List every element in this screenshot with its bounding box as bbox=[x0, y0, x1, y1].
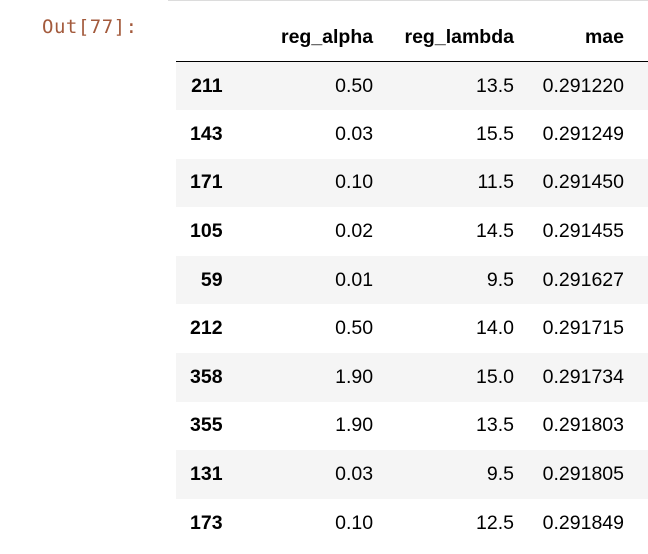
cell-mae: 0.291450 bbox=[542, 171, 624, 194]
table-row: 105 0.02 14.5 0.291455 bbox=[176, 207, 648, 256]
cell-mae: 0.291803 bbox=[542, 414, 624, 437]
cell-mae: 0.291220 bbox=[542, 74, 624, 97]
table-body: 211 0.50 13.5 0.291220 143 0.03 15.5 0.291249 17… bbox=[176, 61, 648, 548]
table-row: 59 0.01 9.5 0.291627 bbox=[176, 255, 648, 305]
row-index: 173 bbox=[190, 511, 223, 534]
header-row: reg_alpha reg_lambda mae bbox=[176, 14, 648, 62]
table-row: 211 0.50 13.5 0.291220 bbox=[176, 61, 648, 111]
cell-mae: 0.291734 bbox=[542, 365, 624, 388]
cell-reg-alpha: 0.10 bbox=[335, 511, 374, 534]
column-header-reg-alpha: reg_alpha bbox=[244, 14, 374, 62]
cell-reg-lambda: 14.5 bbox=[476, 220, 514, 243]
cell-reg-lambda: 13.5 bbox=[476, 74, 514, 97]
cell-reg-lambda: 11.5 bbox=[477, 171, 514, 194]
cell-mae: 0.291805 bbox=[542, 463, 624, 486]
table-row: 173 0.10 12.5 0.291849 bbox=[176, 499, 648, 548]
cell-reg-lambda: 14.0 bbox=[476, 317, 514, 340]
cell-reg-alpha: 0.03 bbox=[335, 122, 374, 145]
cell-reg-lambda: 9.5 bbox=[486, 268, 514, 291]
cell-reg-lambda: 15.0 bbox=[476, 365, 514, 388]
output-prompt: Out[77]: bbox=[42, 16, 138, 38]
row-index: 59 bbox=[200, 268, 223, 291]
row-index: 143 bbox=[190, 122, 223, 145]
table-header: reg_alpha reg_lambda mae bbox=[176, 14, 648, 62]
cell-reg-alpha: 1.90 bbox=[335, 414, 374, 437]
row-index: 171 bbox=[190, 171, 223, 194]
table-row: 355 1.90 13.5 0.291803 bbox=[176, 402, 648, 451]
row-index: 131 bbox=[190, 463, 223, 486]
row-index: 211 bbox=[191, 74, 223, 97]
cell-mae: 0.291249 bbox=[542, 122, 624, 145]
cell-reg-lambda: 13.5 bbox=[476, 414, 514, 437]
table-row: 131 0.03 9.5 0.291805 bbox=[176, 450, 648, 499]
index-header bbox=[176, 14, 245, 62]
cell-reg-lambda: 12.5 bbox=[476, 511, 514, 534]
row-index: 212 bbox=[190, 317, 223, 340]
table-row: 143 0.03 15.5 0.291249 bbox=[176, 110, 648, 159]
cell-reg-lambda: 15.5 bbox=[476, 122, 514, 145]
cell-reg-alpha: 0.02 bbox=[335, 220, 374, 243]
cell-reg-alpha: 0.01 bbox=[335, 268, 374, 291]
cell-mae: 0.291715 bbox=[542, 317, 624, 340]
cell-reg-alpha: 0.50 bbox=[335, 317, 374, 340]
table-row: 212 0.50 14.0 0.291715 bbox=[176, 304, 648, 353]
dataframe-table: reg_alpha reg_lambda mae 211 0.50 13.5 0.29… bbox=[176, 14, 648, 547]
table-row: 358 1.90 15.0 0.291734 bbox=[176, 353, 648, 402]
cell-reg-alpha: 0.50 bbox=[335, 74, 374, 97]
cell-mae: 0.291627 bbox=[542, 268, 624, 291]
cell-reg-alpha: 0.10 bbox=[335, 171, 374, 194]
column-header-mae: mae bbox=[513, 14, 648, 62]
table-row: 171 0.10 11.5 0.291450 bbox=[176, 158, 648, 208]
cell-mae: 0.291455 bbox=[542, 220, 624, 243]
cell-reg-alpha: 1.90 bbox=[335, 365, 374, 388]
cell-reg-alpha: 0.03 bbox=[335, 463, 374, 486]
row-index: 105 bbox=[190, 220, 223, 243]
row-index: 358 bbox=[190, 365, 223, 388]
row-index: 355 bbox=[190, 414, 223, 437]
cell-divider bbox=[168, 0, 648, 1]
cell-reg-lambda: 9.5 bbox=[486, 463, 514, 486]
column-header-reg-lambda: reg_lambda bbox=[373, 14, 514, 62]
cell-mae: 0.291849 bbox=[542, 511, 624, 534]
